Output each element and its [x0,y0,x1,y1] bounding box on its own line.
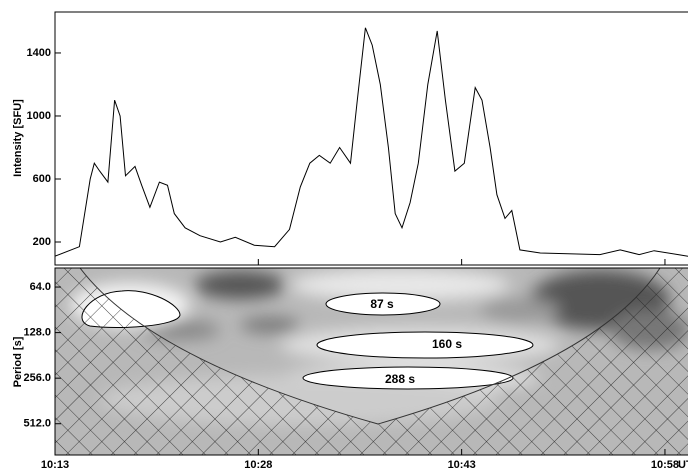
y-tick-label: 512.0 [23,418,51,430]
contour-label: 288 s [385,372,415,386]
plot-area [55,28,688,256]
y-axis-label: Intensity [SFU] [12,99,24,177]
x-axis-label: UT [678,459,688,471]
intensity-line [55,28,688,256]
y-tick-label: 1400 [27,47,51,59]
contour-label: 87 s [370,297,394,311]
y-tick-label: 600 [33,173,51,185]
y-tick-label: 256.0 [23,372,51,384]
figure: Intensity [SFU] Period [s] UT 200 600 1000… [0,0,688,473]
x-tick-label: 10:43 [448,459,476,471]
y-tick-label: 200 [33,236,51,248]
contour-label: 160 s [432,337,462,351]
wavelet-image [55,268,688,455]
top-frame [55,12,688,265]
y-tick-label: 64.0 [30,281,51,293]
x-tick-label: 10:58 [651,459,679,471]
y-tick-label: 128.0 [23,327,51,339]
y-axis-label: Period [s] [12,336,24,387]
x-tick-label: 10:13 [41,459,69,471]
x-tick-label: 10:28 [244,459,272,471]
y-tick-label: 1000 [27,110,51,122]
